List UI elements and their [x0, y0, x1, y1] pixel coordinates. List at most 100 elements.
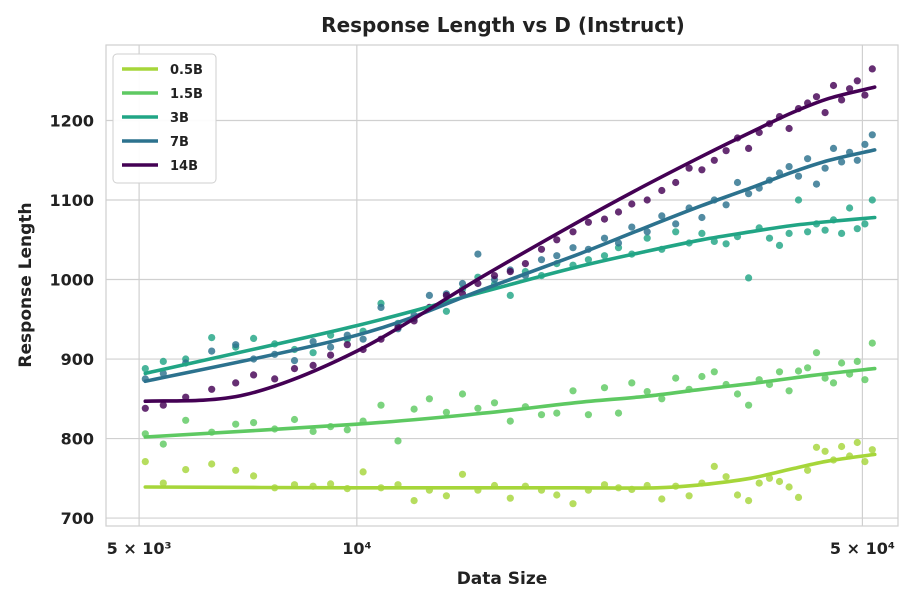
scatter-point — [794, 493, 803, 501]
legend-label-1.5B: 1.5B — [170, 87, 203, 102]
y-tick-label: 1200 — [49, 112, 94, 131]
scatter-point — [208, 347, 216, 355]
scatter-point — [804, 466, 812, 474]
scatter-point — [710, 156, 718, 164]
scatter-point — [685, 164, 693, 172]
scatter-point — [765, 474, 774, 482]
scatter-point — [232, 379, 240, 387]
scatter-point — [628, 223, 636, 231]
scatter-point — [628, 200, 636, 208]
scatter-point — [853, 77, 861, 85]
scatter-point — [868, 131, 876, 139]
x-tick-label: 5 × 10³ — [107, 539, 172, 558]
scatter-point — [672, 178, 680, 187]
scatter-point — [733, 491, 742, 499]
x-axis-label: Data Size — [457, 569, 548, 589]
scatter-point — [377, 303, 385, 311]
scatter-point — [290, 357, 299, 365]
scatter-point — [290, 365, 299, 373]
legend-label-14B: 14B — [170, 159, 198, 174]
scatter-point — [672, 228, 680, 236]
scatter-point — [600, 215, 609, 223]
scatter-point — [614, 409, 623, 417]
scatter-point — [208, 385, 216, 393]
x-tick-label: 5 × 10⁴ — [830, 539, 895, 558]
scatter-point — [553, 491, 561, 499]
scatter-point — [600, 384, 609, 392]
scatter-point — [861, 91, 869, 99]
scatter-point — [643, 234, 651, 242]
legend-label-7B: 7B — [170, 135, 189, 150]
fit-line-3B — [143, 215, 877, 376]
scatter-point — [442, 307, 450, 315]
scatter-point — [838, 359, 846, 367]
scatter-point — [569, 244, 577, 252]
scatter-point — [821, 109, 829, 117]
scatter-point — [182, 416, 190, 424]
scatter-point — [159, 440, 167, 448]
scatter-point — [327, 480, 335, 488]
scatter-point — [553, 236, 561, 244]
scatter-point — [643, 196, 651, 204]
scatter-point — [861, 140, 869, 148]
scatter-point — [309, 427, 317, 435]
scatter-point — [838, 158, 846, 166]
scatter-point — [600, 234, 609, 242]
scatter-point — [141, 458, 149, 466]
fit-line-1.5B — [143, 366, 877, 439]
series-points-7B — [141, 131, 876, 383]
scatter-point — [775, 368, 784, 376]
scatter-point — [812, 443, 821, 451]
scatter-point — [812, 180, 821, 188]
scatter-point — [868, 339, 876, 347]
scatter-point — [821, 447, 829, 455]
scatter-point — [643, 228, 651, 236]
scatter-point — [309, 349, 317, 357]
scatter-point — [569, 387, 577, 395]
scatter-point — [658, 495, 666, 503]
scatter-point — [745, 401, 753, 409]
scatter-point — [846, 204, 854, 212]
scatter-point — [785, 387, 793, 395]
scatter-point — [775, 241, 784, 249]
scatter-point — [710, 368, 718, 376]
scatter-point — [722, 240, 730, 248]
scatter-point — [829, 81, 838, 90]
scatter-point — [614, 239, 623, 247]
scatter-point — [490, 272, 499, 280]
scatter-point — [868, 65, 876, 73]
scatter-point — [506, 291, 514, 299]
scatter-point — [821, 226, 829, 234]
scatter-point — [232, 420, 240, 428]
scatter-point — [853, 225, 861, 233]
scatter-point — [569, 228, 577, 236]
scatter-point — [755, 479, 763, 487]
scatter-point — [250, 371, 258, 379]
scatter-point — [159, 357, 167, 365]
scatter-point — [290, 415, 299, 424]
scatter-point — [672, 374, 680, 382]
scatter-point — [490, 399, 499, 407]
scatter-point — [506, 268, 514, 276]
scatter-point — [425, 395, 433, 403]
scatter-point — [821, 164, 829, 172]
scatter-point — [853, 357, 861, 365]
scatter-point — [553, 252, 561, 260]
legend: 0.5B 1.5B 3B 7B 14B — [112, 53, 217, 184]
scatter-point — [182, 466, 190, 474]
plot-frame — [105, 44, 899, 527]
legend-box — [112, 53, 217, 184]
scatter-point — [698, 213, 706, 222]
scatter-point — [710, 462, 718, 470]
scatter-point — [343, 341, 351, 349]
scatter-point — [458, 390, 467, 398]
fit-line-0.5B — [143, 452, 877, 490]
scatter-point — [794, 196, 803, 204]
scatter-point — [685, 492, 693, 500]
scatter-point — [722, 473, 730, 481]
scatter-point — [458, 279, 467, 288]
scatter-point — [698, 229, 706, 237]
scatter-point — [658, 186, 666, 195]
